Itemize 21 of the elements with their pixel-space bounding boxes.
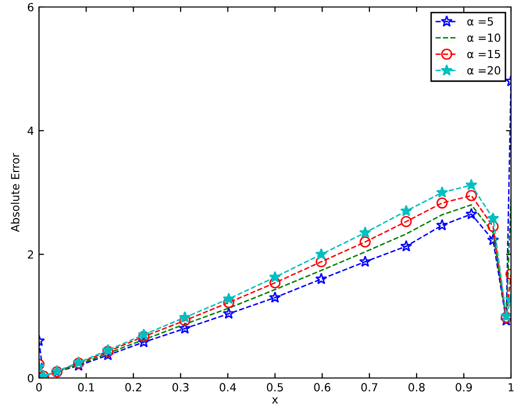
x-tick-label: 0.1 [78,383,94,392]
y-tick-label: 0 [28,374,34,382]
legend-label: α =5 [467,17,493,26]
legend-label: α =10 [467,34,500,42]
y-axis-title: Absolute Error [10,152,20,232]
x-tick-label: 0.8 [408,383,425,392]
x-tick-label: 0.4 [220,383,236,392]
x-tick-label: 1 [508,383,514,392]
y-tick-label: 6 [28,2,34,12]
y-tick-label: 4 [28,126,34,135]
x-tick-label: 0 [36,383,42,392]
x-tick-label: 0.9 [456,383,472,392]
x-tick-label: 0.7 [361,383,378,392]
x-tick-label: 0.6 [314,383,330,392]
x-axis-title: x [272,397,278,404]
legend-label: α =20 [467,66,500,75]
x-tick-label: 0.2 [125,383,142,392]
x-tick-label: 0.3 [172,383,189,392]
x-tick-label: 0.5 [266,383,283,392]
y-tick-label: 2 [28,250,34,259]
legend-label: α =15 [467,50,500,58]
